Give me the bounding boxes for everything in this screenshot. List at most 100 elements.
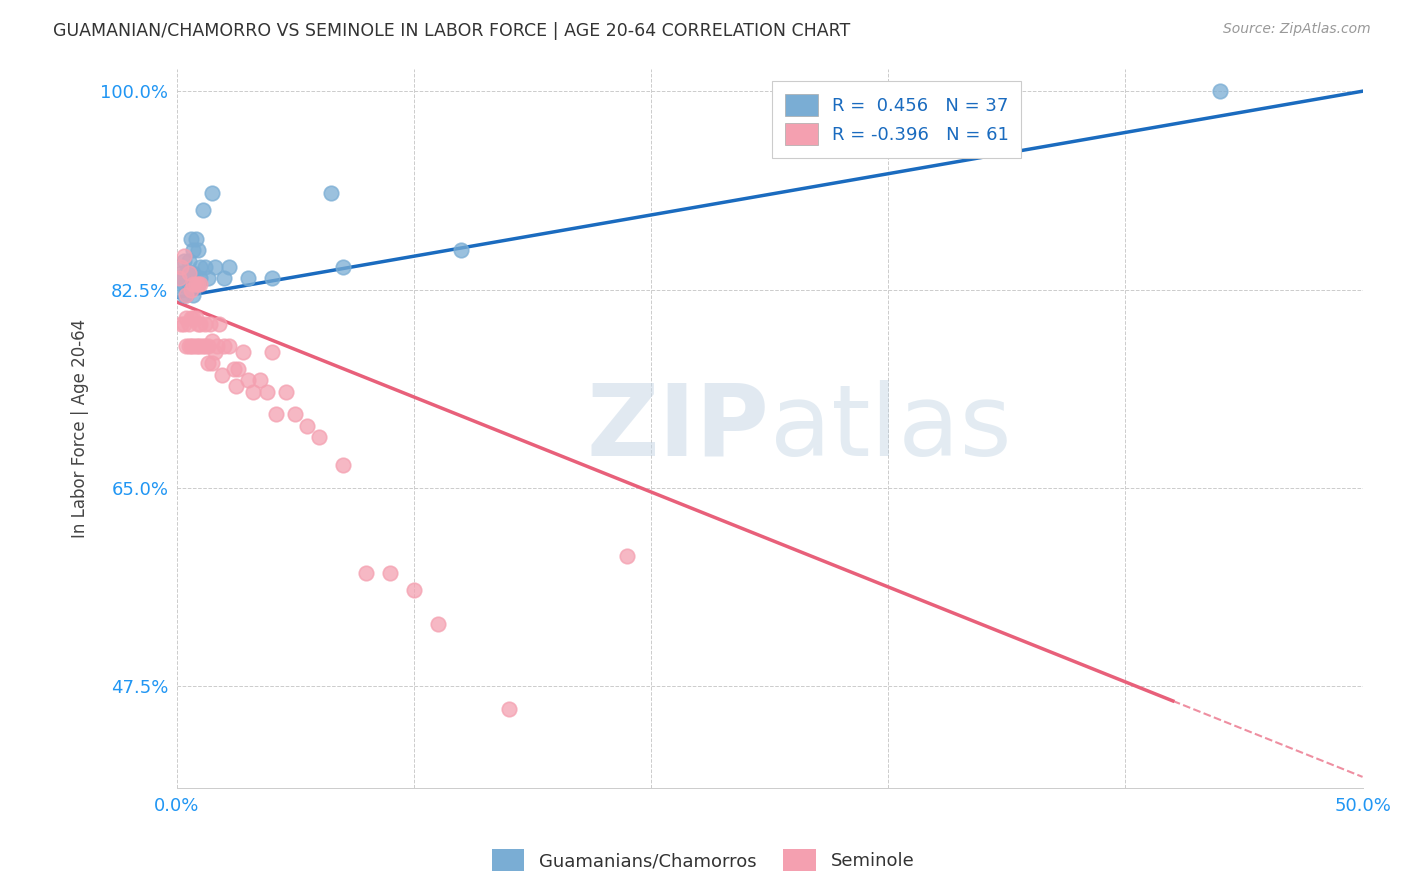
Point [616, 549, 638, 563]
Point [225, 379, 247, 393]
Point [184, 277, 207, 291]
Point [190, 271, 212, 285]
Point [181, 243, 204, 257]
Point [167, 271, 190, 285]
Point [204, 260, 226, 274]
Y-axis label: In Labor Force | Age 20-64: In Labor Force | Age 20-64 [72, 318, 89, 538]
Point [167, 271, 190, 285]
Point [181, 277, 204, 291]
Point [180, 231, 202, 245]
Point [218, 260, 240, 274]
Point [177, 266, 200, 280]
Point [212, 271, 235, 285]
Point [260, 344, 283, 359]
Point [184, 339, 207, 353]
Point [194, 260, 217, 274]
Point [236, 271, 259, 285]
Point [1209, 84, 1232, 98]
Point [190, 339, 212, 353]
Point [201, 356, 224, 370]
Point [191, 339, 214, 353]
Point [308, 430, 330, 444]
Point [184, 310, 207, 325]
Point [173, 254, 195, 268]
Point [180, 266, 202, 280]
Point [242, 384, 264, 399]
Point [187, 317, 209, 331]
Point [181, 288, 204, 302]
Point [498, 702, 520, 716]
Point [177, 277, 200, 291]
Point [201, 334, 224, 348]
Point [174, 288, 197, 302]
Point [187, 243, 209, 257]
Point [174, 266, 197, 280]
Point [260, 271, 283, 285]
Point [177, 266, 200, 280]
Point [173, 248, 195, 262]
Point [191, 203, 214, 218]
Point [187, 277, 209, 291]
Point [356, 566, 378, 580]
Point [232, 344, 254, 359]
Point [177, 317, 200, 331]
Point [177, 254, 200, 268]
Point [197, 356, 219, 370]
Point [211, 368, 233, 382]
Point [197, 339, 219, 353]
Text: GUAMANIAN/CHAMORRO VS SEMINOLE IN LABOR FORCE | AGE 20-64 CORRELATION CHART: GUAMANIAN/CHAMORRO VS SEMINOLE IN LABOR … [53, 22, 851, 40]
Point [228, 362, 250, 376]
Point [256, 384, 278, 399]
Point [194, 339, 217, 353]
Point [426, 616, 449, 631]
Point [450, 243, 472, 257]
Point [402, 582, 425, 597]
Point [212, 339, 235, 353]
Point [187, 339, 209, 353]
Point [174, 288, 197, 302]
Point [190, 277, 212, 291]
Point [284, 407, 307, 421]
Point [319, 186, 342, 201]
Point [274, 384, 297, 399]
Point [218, 339, 240, 353]
Point [177, 339, 200, 353]
Point [198, 317, 221, 331]
Point [173, 288, 195, 302]
Legend: Guamanians/Chamorros, Seminole: Guamanians/Chamorros, Seminole [485, 842, 921, 879]
Point [170, 317, 193, 331]
Point [201, 186, 224, 201]
Point [187, 277, 209, 291]
Point [181, 277, 204, 291]
Point [205, 339, 228, 353]
Point [190, 260, 212, 274]
Point [194, 317, 217, 331]
Point [184, 277, 207, 291]
Point [180, 283, 202, 297]
Point [180, 339, 202, 353]
Point [332, 260, 354, 274]
Legend: R =  0.456   N = 37, R = -0.396   N = 61: R = 0.456 N = 37, R = -0.396 N = 61 [772, 81, 1022, 158]
Point [173, 317, 195, 331]
Point [197, 271, 219, 285]
Point [378, 566, 401, 580]
Point [170, 266, 193, 280]
Text: ZIP: ZIP [586, 380, 769, 477]
Point [181, 339, 204, 353]
Point [236, 373, 259, 387]
Point [184, 231, 207, 245]
Point [174, 271, 197, 285]
Text: Source: ZipAtlas.com: Source: ZipAtlas.com [1223, 22, 1371, 37]
Point [170, 260, 193, 274]
Point [204, 344, 226, 359]
Point [249, 373, 271, 387]
Text: atlas: atlas [769, 380, 1011, 477]
Point [181, 266, 204, 280]
Point [181, 310, 204, 325]
Point [332, 458, 354, 473]
Point [190, 317, 212, 331]
Point [170, 277, 193, 291]
Point [208, 317, 231, 331]
Point [174, 339, 197, 353]
Point [222, 362, 245, 376]
